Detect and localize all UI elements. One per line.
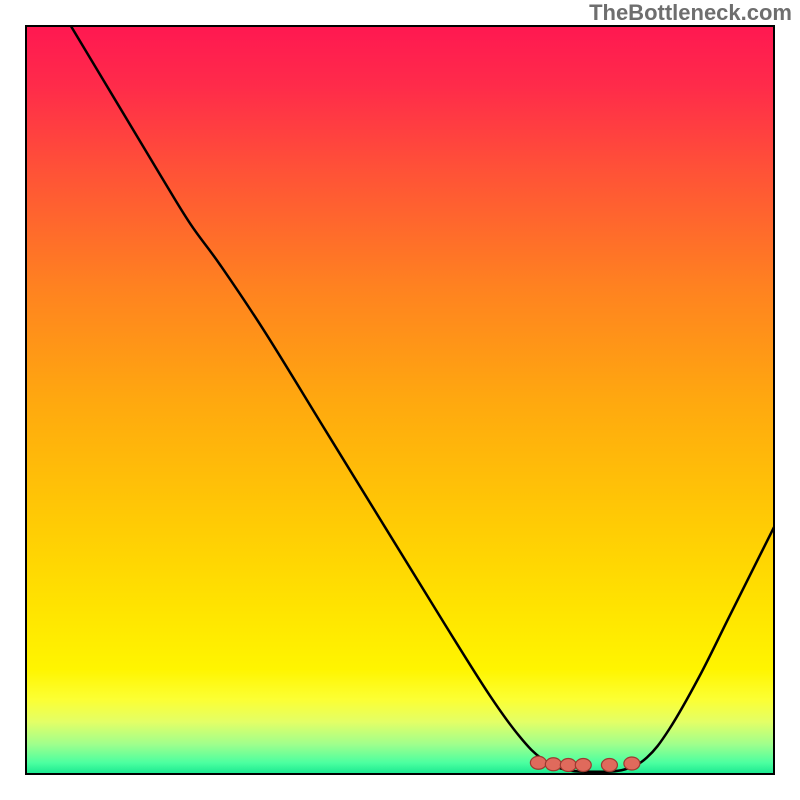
watermark-text: TheBottleneck.com [589,0,792,26]
chart-container: TheBottleneck.com [0,0,800,800]
optimal-marker [560,759,576,772]
optimal-marker [530,756,546,769]
optimal-marker [624,757,640,770]
optimal-marker [575,759,591,772]
optimal-marker [545,758,561,771]
optimal-marker [601,759,617,772]
bottleneck-chart [0,0,800,800]
